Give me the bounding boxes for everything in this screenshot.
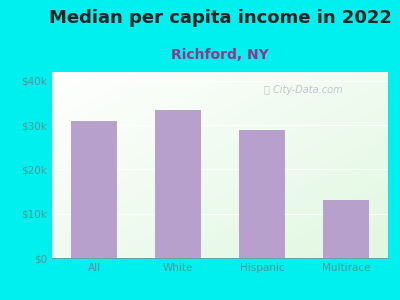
Text: Richford, NY: Richford, NY xyxy=(171,48,269,62)
Text: ⓘ City-Data.com: ⓘ City-Data.com xyxy=(264,85,342,95)
Bar xyxy=(71,121,117,258)
Text: Median per capita income in 2022: Median per capita income in 2022 xyxy=(48,9,392,27)
Bar xyxy=(239,130,285,258)
Bar xyxy=(155,110,201,258)
Bar xyxy=(323,200,369,258)
